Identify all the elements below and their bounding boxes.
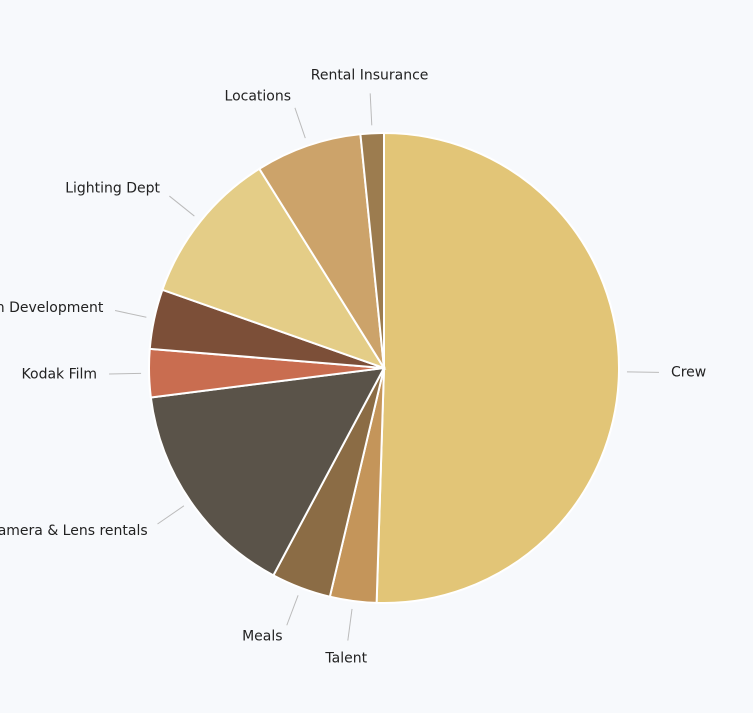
slice-label: Crew bbox=[671, 365, 706, 381]
pie-slice bbox=[375, 131, 620, 604]
pie-slice bbox=[359, 131, 385, 369]
leader-line bbox=[157, 505, 185, 525]
leader-line bbox=[286, 595, 299, 626]
leader-line bbox=[109, 372, 142, 375]
pie-slice bbox=[149, 366, 386, 577]
leader-line bbox=[294, 107, 306, 139]
slice-label: Rental Insurance bbox=[311, 67, 429, 83]
slice-label: Camera & Lens rentals bbox=[0, 523, 148, 539]
pie-slice bbox=[161, 167, 387, 370]
pie-slice bbox=[257, 133, 385, 369]
leader-line bbox=[626, 371, 659, 373]
leader-line bbox=[369, 93, 373, 126]
slice-label: Meals bbox=[242, 628, 282, 644]
slice-label: Locations bbox=[225, 88, 292, 104]
leader-line bbox=[169, 195, 195, 217]
slice-label: Lighting Dept bbox=[65, 181, 160, 197]
slice-label: Talent bbox=[324, 650, 367, 666]
leader-line bbox=[347, 608, 353, 641]
slice-label: Film Development bbox=[0, 300, 104, 316]
leader-line bbox=[114, 310, 147, 318]
slice-label: Kodak Film bbox=[22, 366, 98, 382]
